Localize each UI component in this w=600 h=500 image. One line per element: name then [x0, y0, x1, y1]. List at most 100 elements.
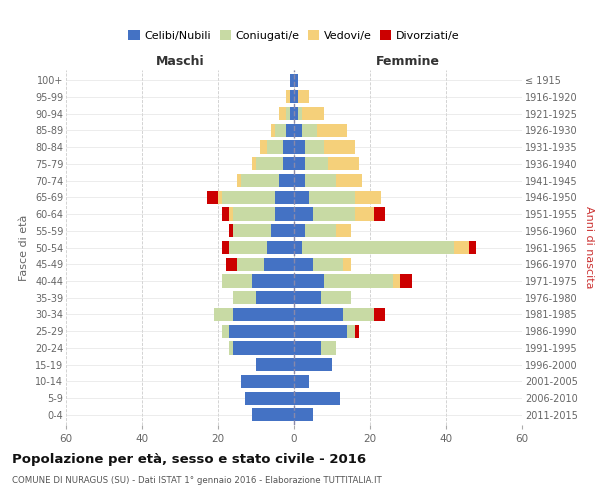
Bar — [233, 308, 294, 321]
Bar — [237, 174, 241, 187]
Bar — [271, 124, 275, 137]
Bar — [469, 241, 476, 254]
Bar — [283, 140, 294, 153]
Text: Popolazione per età, sesso e stato civile - 2016: Popolazione per età, sesso e stato civil… — [12, 452, 366, 466]
Bar — [317, 124, 347, 137]
Bar — [294, 258, 313, 271]
Bar — [325, 140, 355, 153]
Bar — [313, 258, 343, 271]
Bar — [286, 90, 290, 104]
Bar — [206, 190, 218, 204]
Bar — [256, 291, 294, 304]
Bar — [454, 241, 469, 254]
Bar — [343, 308, 374, 321]
Bar — [275, 124, 286, 137]
Bar — [336, 224, 351, 237]
Bar — [374, 308, 385, 321]
Bar — [290, 90, 294, 104]
Bar — [271, 224, 294, 237]
Bar — [229, 324, 294, 338]
Bar — [294, 241, 302, 254]
Bar — [229, 241, 268, 254]
Bar — [256, 157, 283, 170]
Text: Maschi: Maschi — [155, 56, 205, 68]
Bar — [305, 224, 336, 237]
Bar — [275, 190, 294, 204]
Bar — [286, 107, 290, 120]
Bar — [222, 241, 229, 254]
Bar — [298, 90, 309, 104]
Bar — [233, 342, 294, 354]
Bar — [305, 174, 336, 187]
Bar — [302, 241, 454, 254]
Bar — [294, 157, 305, 170]
Bar — [313, 208, 355, 220]
Bar — [355, 190, 382, 204]
Bar — [260, 140, 268, 153]
Bar — [229, 224, 233, 237]
Bar — [241, 375, 294, 388]
Bar — [290, 107, 294, 120]
Bar — [229, 208, 233, 220]
Bar — [294, 342, 320, 354]
Bar — [298, 107, 302, 120]
Bar — [294, 107, 298, 120]
Bar — [305, 157, 328, 170]
Bar — [343, 258, 351, 271]
Text: COMUNE DI NURAGUS (SU) - Dati ISTAT 1° gennaio 2016 - Elaborazione TUTTITALIA.IT: COMUNE DI NURAGUS (SU) - Dati ISTAT 1° g… — [12, 476, 382, 485]
Bar — [252, 157, 256, 170]
Y-axis label: Anni di nascita: Anni di nascita — [584, 206, 595, 289]
Bar — [393, 274, 400, 287]
Bar — [268, 140, 283, 153]
Legend: Celibi/Nubili, Coniugati/e, Vedovi/e, Divorziati/e: Celibi/Nubili, Coniugati/e, Vedovi/e, Di… — [124, 26, 464, 45]
Bar — [279, 107, 286, 120]
Bar — [294, 375, 309, 388]
Bar — [302, 124, 317, 137]
Bar — [294, 124, 302, 137]
Bar — [252, 274, 294, 287]
Bar — [226, 258, 237, 271]
Bar — [290, 74, 294, 86]
Bar — [283, 157, 294, 170]
Bar — [233, 291, 256, 304]
Bar — [245, 392, 294, 404]
Bar — [222, 190, 275, 204]
Text: Femmine: Femmine — [376, 56, 440, 68]
Bar — [263, 258, 294, 271]
Bar — [218, 190, 222, 204]
Bar — [229, 342, 233, 354]
Bar — [320, 342, 336, 354]
Bar — [294, 140, 305, 153]
Bar — [328, 157, 359, 170]
Bar — [294, 308, 343, 321]
Bar — [400, 274, 412, 287]
Bar — [355, 324, 359, 338]
Bar — [325, 274, 393, 287]
Bar — [294, 324, 347, 338]
Bar — [294, 274, 325, 287]
Bar — [275, 208, 294, 220]
Bar — [241, 174, 279, 187]
Bar — [294, 208, 313, 220]
Bar — [294, 74, 298, 86]
Bar — [237, 258, 263, 271]
Bar — [268, 241, 294, 254]
Bar — [355, 208, 374, 220]
Bar — [279, 174, 294, 187]
Bar — [286, 124, 294, 137]
Bar — [222, 274, 252, 287]
Bar — [374, 208, 385, 220]
Bar — [294, 408, 313, 422]
Bar — [214, 308, 233, 321]
Bar — [256, 358, 294, 371]
Bar — [294, 392, 340, 404]
Bar — [222, 208, 229, 220]
Bar — [336, 174, 362, 187]
Bar — [233, 224, 271, 237]
Bar — [294, 358, 332, 371]
Bar — [305, 140, 325, 153]
Bar — [320, 291, 351, 304]
Bar — [309, 190, 355, 204]
Bar — [302, 107, 325, 120]
Bar — [347, 324, 355, 338]
